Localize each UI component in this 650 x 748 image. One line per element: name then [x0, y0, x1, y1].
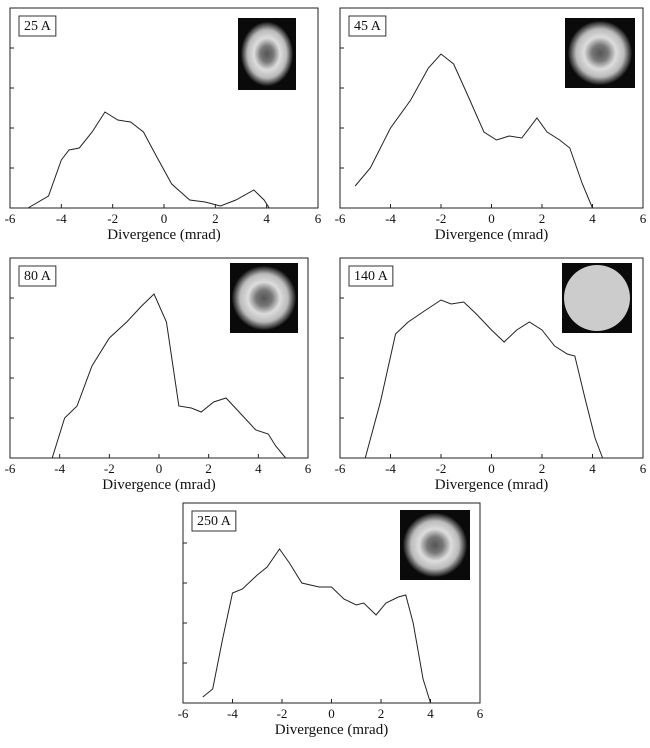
panel-label-box — [18, 265, 57, 287]
beam-spot — [232, 266, 296, 330]
x-axis-label: Divergence (mrad) — [435, 227, 548, 243]
x-tick-label: -2 — [277, 706, 288, 721]
panel-label-box — [18, 15, 57, 37]
x-tick-label: 0 — [488, 211, 495, 226]
x-tick-label: -4 — [56, 211, 67, 226]
x-tick-label: -4 — [385, 211, 396, 226]
data-line — [51, 293, 287, 459]
x-tick-label: 4 — [263, 211, 270, 226]
x-tick-label: 4 — [589, 211, 596, 226]
x-axis-label: Divergence (mrad) — [107, 227, 220, 243]
inset-images — [230, 18, 635, 580]
x-tick-label: -2 — [436, 211, 447, 226]
x-tick-label: -2 — [107, 211, 118, 226]
x-tick-label: 6 — [477, 706, 484, 721]
x-tick-label: 6 — [315, 211, 322, 226]
data-line — [354, 53, 593, 209]
x-tick-label: 0 — [488, 461, 495, 476]
x-tick-label: -6 — [335, 461, 346, 476]
panel-label-box — [348, 265, 394, 287]
x-tick-label: 2 — [539, 461, 546, 476]
x-tick-label: 4 — [427, 706, 434, 721]
panel-label: 140 A — [354, 269, 389, 284]
x-tick-label: -2 — [436, 461, 447, 476]
x-axis-label: Divergence (mrad) — [435, 477, 548, 493]
x-tick-label: 6 — [305, 461, 312, 476]
x-tick-label: 2 — [378, 706, 385, 721]
x-tick-label: 4 — [589, 461, 596, 476]
x-tick-label: 0 — [328, 706, 335, 721]
x-tick-label: 6 — [640, 211, 647, 226]
panel-label: 250 A — [197, 514, 232, 529]
x-tick-label: 0 — [156, 461, 163, 476]
beam-spot — [241, 22, 293, 86]
panel-label: 80 A — [24, 269, 52, 284]
x-tick-label: 2 — [205, 461, 212, 476]
x-tick-label: 6 — [640, 461, 647, 476]
data-line — [364, 299, 604, 459]
x-tick-label: -6 — [178, 706, 189, 721]
x-tick-label: -4 — [385, 461, 396, 476]
x-tick-label: -4 — [54, 461, 65, 476]
x-tick-label: 2 — [539, 211, 546, 226]
x-tick-label: 0 — [161, 211, 168, 226]
x-tick-label: -4 — [227, 706, 238, 721]
x-axis-label: Divergence (mrad) — [102, 477, 215, 493]
beam-spot — [568, 21, 632, 85]
x-tick-label: -6 — [335, 211, 346, 226]
panel-label: 45 A — [354, 19, 382, 34]
x-tick-label: -6 — [5, 461, 16, 476]
x-tick-label: -6 — [5, 211, 16, 226]
panel-label-box — [191, 510, 237, 532]
x-axis-label: Divergence (mrad) — [275, 722, 388, 738]
data-line — [202, 548, 431, 704]
panel-label-box — [348, 15, 387, 37]
data-line — [27, 111, 270, 209]
beam-spot — [564, 265, 630, 331]
x-tick-label: 2 — [212, 211, 219, 226]
x-tick-label: -2 — [104, 461, 115, 476]
panel-label: 25 A — [24, 19, 52, 34]
beam-spot — [403, 513, 467, 577]
x-tick-label: 4 — [255, 461, 262, 476]
